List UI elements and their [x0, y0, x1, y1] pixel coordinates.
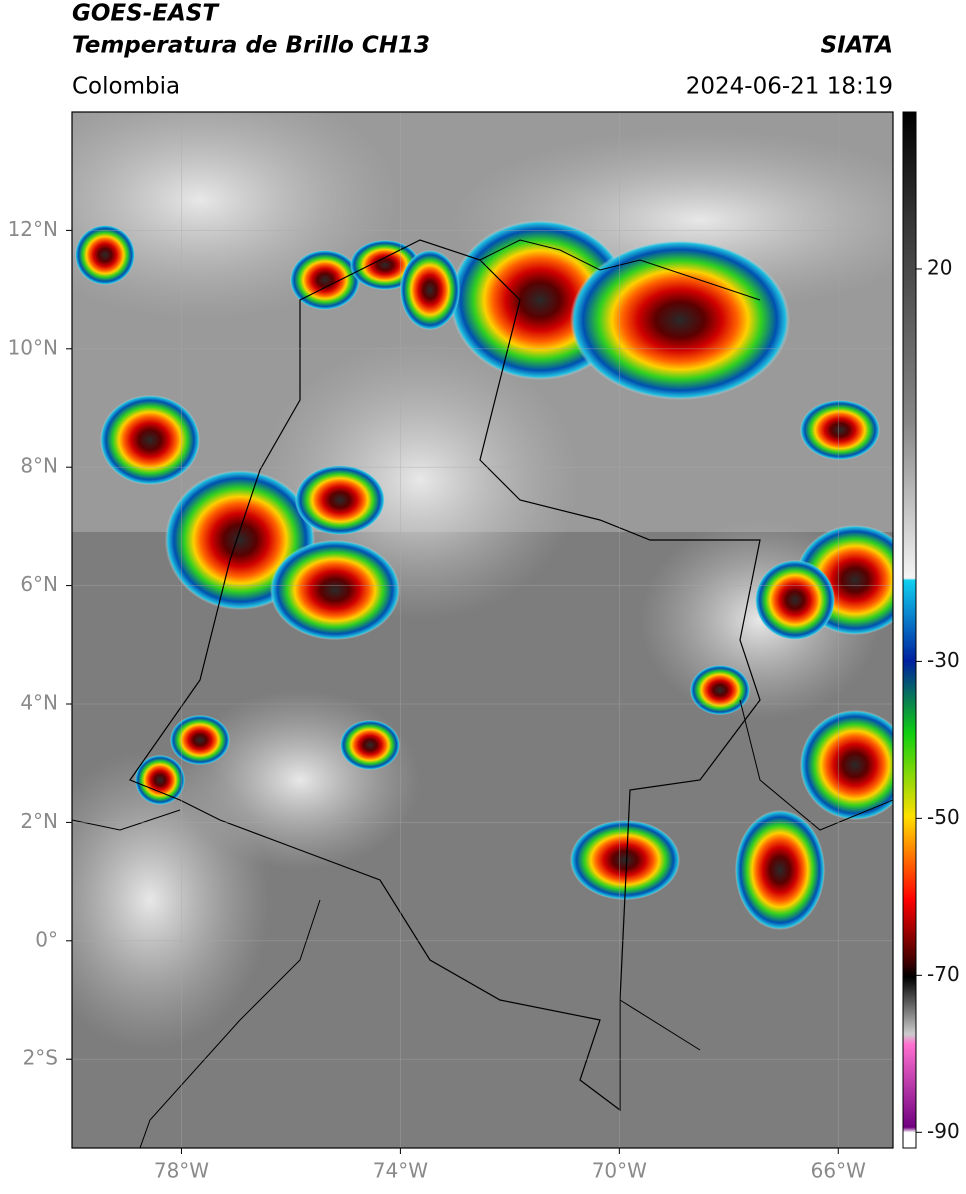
source: SIATA	[821, 33, 893, 59]
colorbar-tick-label: -30	[927, 648, 960, 672]
lat-tick-label: 4°N	[20, 691, 58, 715]
lon-tick-label: 70°W	[592, 1159, 647, 1183]
lat-tick-label: 0°	[35, 927, 58, 951]
title: GOES-EAST	[72, 1, 220, 27]
datetime: 2024-06-21 18:19	[686, 74, 893, 100]
satellite-image	[72, 112, 893, 1148]
colorbar-tick-label: -70	[927, 962, 960, 986]
colorbar-tick-label: -90	[927, 1119, 960, 1143]
lon-tick-label: 78°W	[154, 1159, 209, 1183]
lat-tick-label: 2°S	[23, 1046, 58, 1070]
subtitle: Temperatura de Brillo CH13	[72, 33, 430, 59]
colorbar	[902, 111, 917, 1149]
lat-tick-label: 2°N	[20, 809, 58, 833]
lon-tick-label: 66°W	[811, 1159, 866, 1183]
colorbar-tick-label: 20	[927, 255, 952, 279]
region: Colombia	[72, 74, 180, 100]
map-frame	[71, 111, 894, 1149]
lat-tick-label: 10°N	[8, 335, 58, 359]
colorbar-tick-label: -50	[927, 805, 960, 829]
lat-tick-label: 12°N	[8, 217, 58, 241]
lat-tick-label: 6°N	[20, 572, 58, 596]
lon-tick-label: 74°W	[373, 1159, 428, 1183]
lat-tick-label: 8°N	[20, 454, 58, 478]
